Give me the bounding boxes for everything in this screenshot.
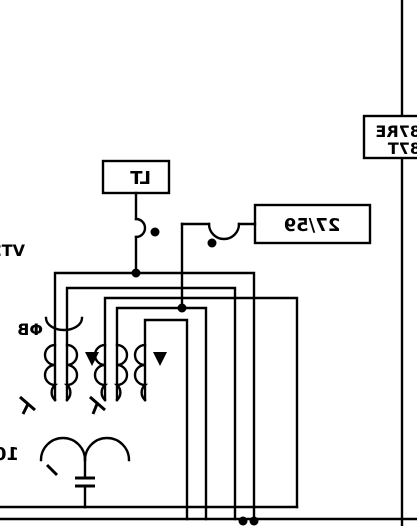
lt-contact-dot xyxy=(150,227,160,237)
ground-mark-2 xyxy=(89,395,106,412)
ct-coil-4 xyxy=(113,343,129,402)
wire-loop-5 xyxy=(143,318,189,521)
ground-mark-1 xyxy=(19,395,36,412)
device-box-label-top: 87RE xyxy=(375,122,417,141)
ct-bottom-arc-right xyxy=(39,436,87,462)
device-box-label-bottom: 87T xyxy=(388,139,417,158)
relay-box-label: 27/59 xyxy=(284,215,341,236)
device-box xyxy=(362,114,417,160)
phase-marker-arc xyxy=(44,316,84,332)
junction-dot-4 xyxy=(249,516,259,526)
lt-box-label: LT xyxy=(130,168,151,189)
ground-mark-1b xyxy=(21,403,30,415)
polarity-mark-1 xyxy=(85,352,99,366)
wire-loop-outer xyxy=(53,271,256,521)
ct-coil-1 xyxy=(43,343,59,402)
label-bottom-left: 10 xyxy=(0,444,19,465)
wire-loop-2 xyxy=(65,286,237,521)
label-vt2: VT2 xyxy=(0,241,25,260)
wire-loop-3 xyxy=(103,296,299,509)
lt-box xyxy=(101,159,171,195)
wire-loop-4 xyxy=(115,306,208,521)
label-phase: ΦB xyxy=(17,320,43,339)
polarity-mark-2 xyxy=(153,352,167,366)
ct-bottom-arc-left xyxy=(83,436,131,462)
ct-coil-5 xyxy=(133,343,149,402)
junction-dot-3 xyxy=(238,516,248,526)
lt-contact-arc xyxy=(134,217,147,239)
ground-mark-3 xyxy=(45,463,59,477)
ct-coil-2 xyxy=(63,343,79,402)
relay-box-27-59 xyxy=(253,203,372,245)
relay-contact-arc xyxy=(207,222,241,241)
relay-contact-dot xyxy=(207,238,217,248)
ground-mark-2b xyxy=(91,403,99,415)
